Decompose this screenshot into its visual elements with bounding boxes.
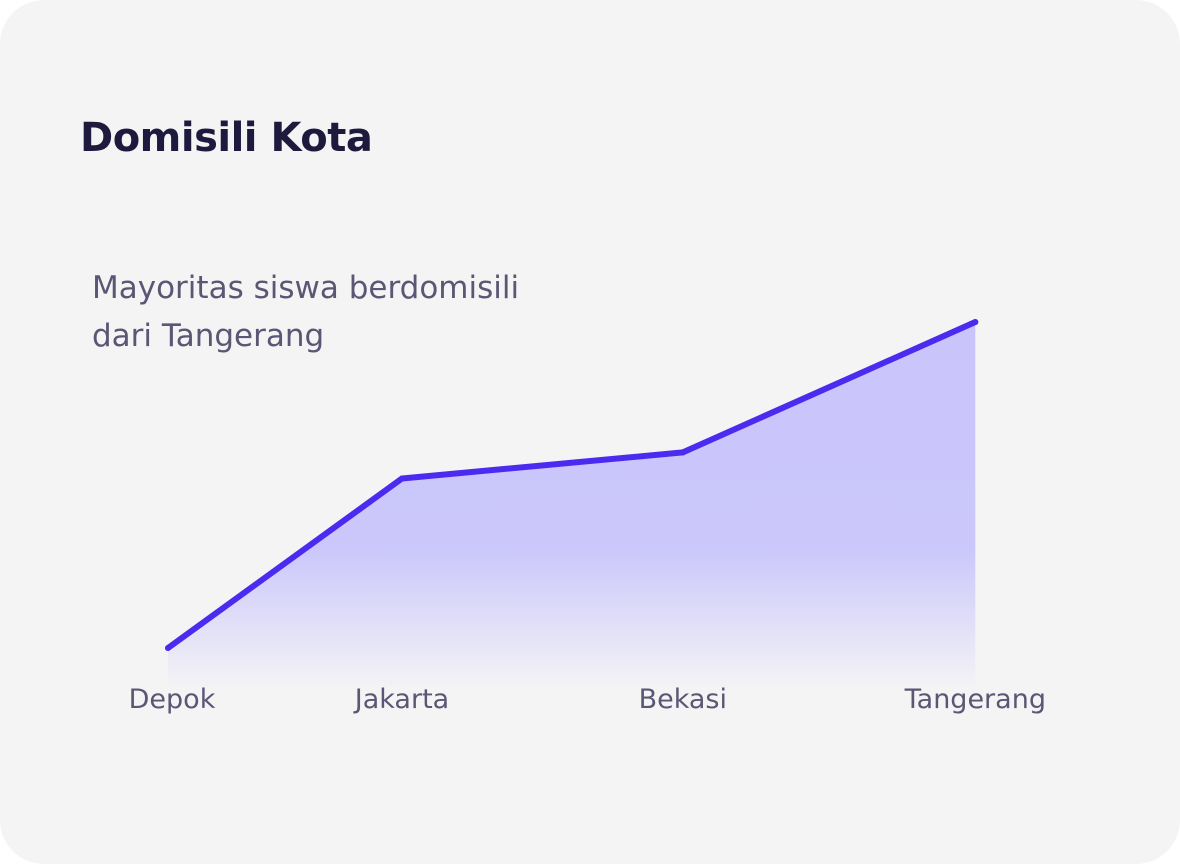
chart-subtitle: Mayoritas siswa berdomisili dari Tangera… bbox=[92, 264, 612, 360]
x-tick-label-depok: Depok bbox=[129, 684, 216, 715]
data-point-bekasi bbox=[679, 449, 686, 456]
subtitle-line-1: Mayoritas siswa berdomisili bbox=[92, 270, 520, 306]
data-point-depok bbox=[165, 645, 171, 651]
subtitle-line-2: dari Tangerang bbox=[92, 318, 325, 354]
series-line-segment bbox=[399, 449, 686, 482]
x-tick-label-jakarta: Jakarta bbox=[353, 684, 449, 715]
data-point-jakarta bbox=[399, 475, 405, 482]
series-line-segment bbox=[165, 475, 405, 651]
x-tick-label-bekasi: Bekasi bbox=[639, 684, 727, 715]
chart-title: Domisili Kota bbox=[80, 115, 373, 161]
series-line-segment bbox=[679, 319, 979, 456]
x-tick-label-tangerang: Tangerang bbox=[904, 684, 1046, 715]
plot-layer bbox=[165, 319, 979, 690]
x-axis-ticks: Depok Jakarta Bekasi Tangerang bbox=[129, 684, 1046, 715]
data-point-tangerang bbox=[972, 319, 979, 325]
